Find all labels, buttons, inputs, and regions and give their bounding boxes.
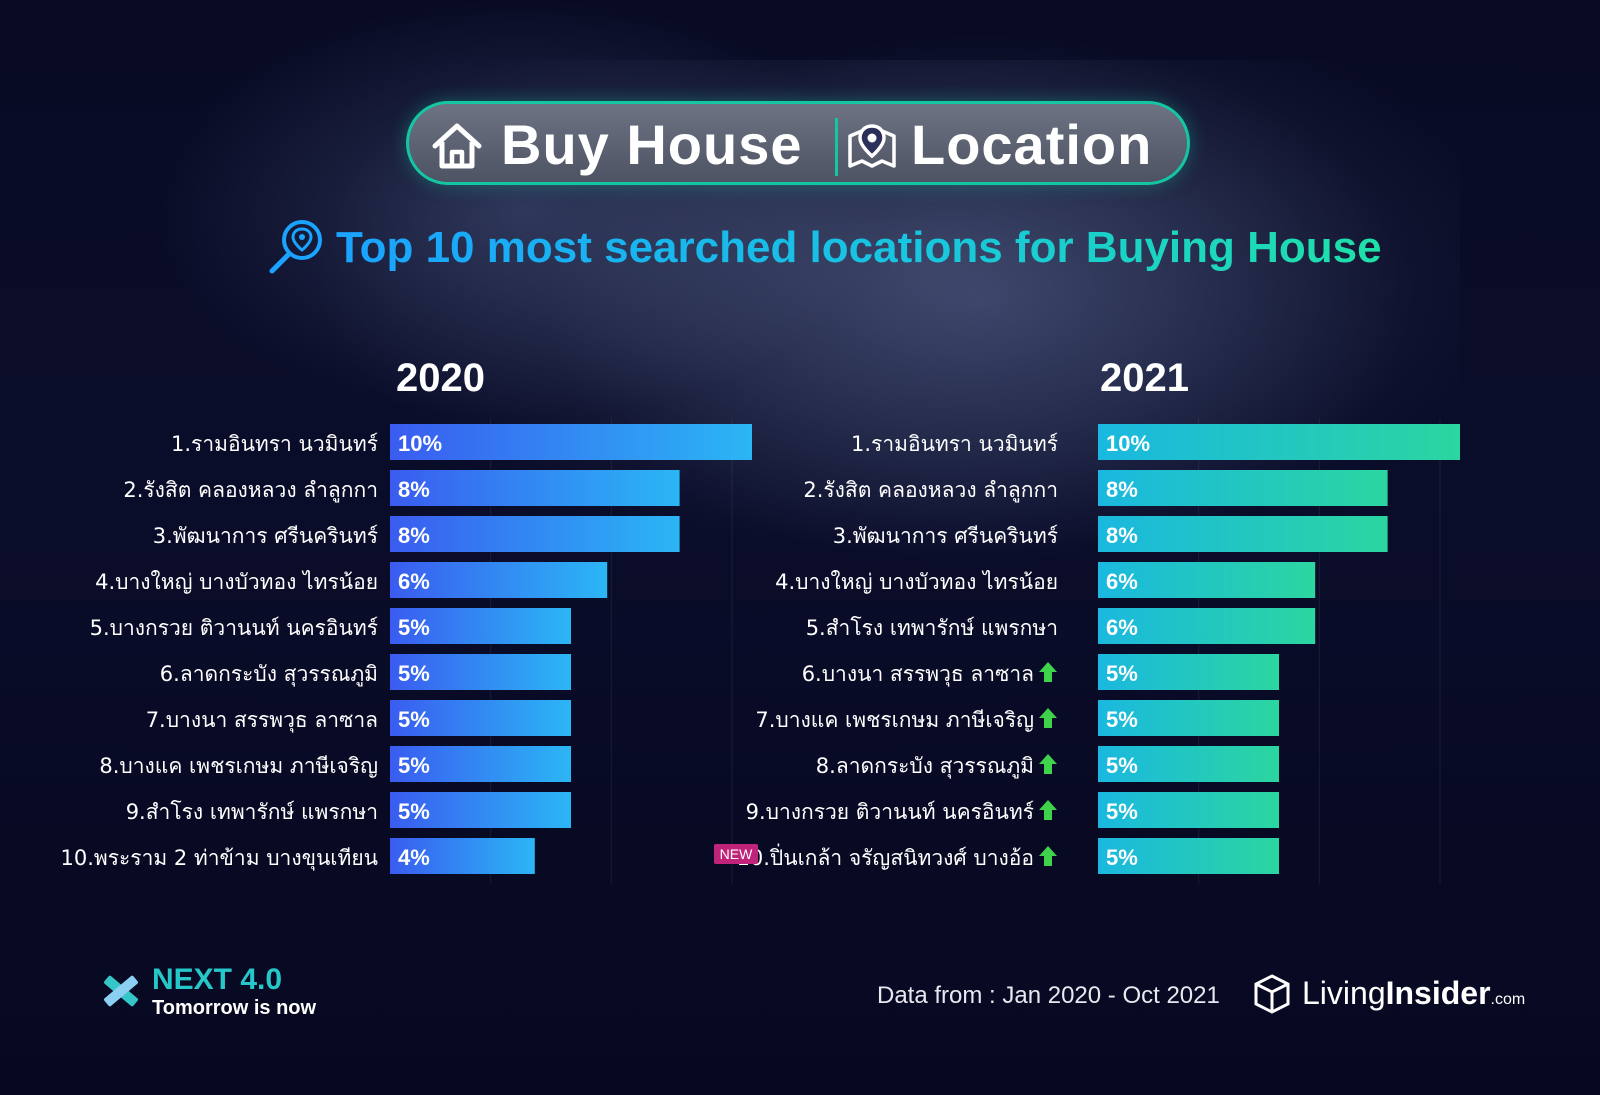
category-label: 2.รังสิต คลองหลวง ลำลูกกา	[803, 478, 1058, 503]
category-label: 7.บางนา สรรพวุธ ลาซาล	[146, 708, 378, 733]
rank-up-arrow-icon	[1039, 754, 1057, 774]
value-label: 5%	[1106, 753, 1138, 778]
year-2021-title: 2021	[1100, 356, 1189, 400]
category-label: 4.บางใหญ่ บางบัวทอง ไทรน้อย	[775, 570, 1058, 594]
bar-2021-5	[1098, 608, 1316, 644]
livinginsider-logo-icon	[1254, 974, 1290, 1014]
bar-2020-1	[390, 424, 752, 460]
category-label: 9.สำโรง เทพารักษ์ แพรกษา	[126, 800, 378, 824]
category-label: 10.พระราม 2 ท่าข้าม บางขุนเทียน	[61, 846, 379, 871]
value-label: 8%	[1106, 477, 1138, 502]
bar-2021-1	[1098, 424, 1460, 460]
bar-2021-6	[1098, 654, 1279, 690]
bar-2021-10	[1098, 838, 1279, 874]
bar-2020-4	[390, 562, 608, 598]
value-label: 8%	[398, 523, 430, 548]
bar-2021-4	[1098, 562, 1316, 598]
value-label: 5%	[1106, 707, 1138, 732]
bar-2020-10	[390, 838, 535, 874]
bar-2021-8	[1098, 746, 1279, 782]
value-label: 10%	[398, 431, 442, 456]
next-tagline: Tomorrow is now	[152, 997, 317, 1019]
value-label: 5%	[1106, 845, 1138, 870]
category-label: 1.รามอินทรา นวมินทร์	[171, 432, 378, 456]
category-label: 3.พัฒนาการ ศรีนครินทร์	[153, 524, 378, 548]
rank-up-arrow-icon	[1039, 800, 1057, 820]
search-location-icon	[269, 220, 322, 274]
value-label: 4%	[398, 845, 430, 870]
rank-up-arrow-icon	[1039, 662, 1057, 682]
bar-2020-5	[390, 608, 571, 644]
value-label: 5%	[398, 615, 430, 640]
dotcom-text: .com	[1490, 991, 1526, 1008]
category-label: 7.บางแค เพชรเกษม ภาษีเจริญ	[755, 708, 1034, 732]
bar-2021-2	[1098, 470, 1388, 506]
category-label: 6.ลาดกระบัง สุวรรณภูมิ	[160, 662, 378, 687]
header-right-label: Location	[911, 113, 1153, 176]
category-label: 6.บางนา สรรพวุธ ลาซาล	[802, 662, 1034, 687]
bar-2021-7	[1098, 700, 1279, 736]
category-label: 2.รังสิต คลองหลวง ลำลูกกา	[123, 478, 378, 503]
category-label: 8.บางแค เพชรเกษม ภาษีเจริญ	[99, 754, 378, 778]
header-pill: Buy House Location	[406, 101, 1190, 185]
data-source-note: Data from : Jan 2020 - Oct 2021	[877, 982, 1220, 1009]
house-icon	[432, 123, 482, 169]
next-logo-icon	[104, 975, 138, 1007]
livinginsider-brand: LivingInsider.com	[1302, 975, 1525, 1018]
map-pin-icon	[848, 124, 896, 168]
value-label: 5%	[398, 753, 430, 778]
value-label: 10%	[1106, 431, 1150, 456]
bar-2020-8	[390, 746, 571, 782]
value-label: 5%	[1106, 799, 1138, 824]
bar-2021-9	[1098, 792, 1279, 828]
value-label: 6%	[1106, 569, 1138, 594]
header-left-label: Buy House	[501, 113, 803, 176]
category-label: 5.บางกรวย ติวานนท์ นครอินทร์	[90, 616, 378, 640]
category-label: 1.รามอินทรา นวมินทร์	[851, 432, 1058, 456]
bar-2020-2	[390, 470, 680, 506]
next-brand: NEXT 4.0	[152, 963, 283, 996]
category-label: 5.สำโรง เทพารักษ์ แพรกษา	[806, 616, 1058, 640]
value-label: 8%	[398, 477, 430, 502]
value-label: 6%	[398, 569, 430, 594]
bar-2020-6	[390, 654, 571, 690]
value-label: 5%	[398, 707, 430, 732]
category-label: 9.บางกรวย ติวานนท์ นครอินทร์	[746, 800, 1034, 824]
rank-up-arrow-icon	[1039, 708, 1057, 728]
living-text: Living	[1302, 975, 1386, 1011]
value-label: 6%	[1106, 615, 1138, 640]
category-label: 8.ลาดกระบัง สุวรรณภูมิ	[816, 754, 1034, 779]
header-divider	[835, 118, 838, 176]
bar-2021-3	[1098, 516, 1388, 552]
value-label: 5%	[398, 799, 430, 824]
bar-2020-3	[390, 516, 680, 552]
insider-text: Insider	[1385, 975, 1491, 1011]
value-label: 8%	[1106, 523, 1138, 548]
bar-2020-7	[390, 700, 571, 736]
new-badge-label: NEW	[720, 846, 753, 862]
rank-up-arrow-icon	[1039, 846, 1057, 866]
year-2020-title: 2020	[396, 356, 485, 400]
category-label: 10.ปิ่นเกล้า จรัญสนิทวงศ์ บางอ้อ	[737, 843, 1034, 870]
chart-subtitle: Top 10 most searched locations for Buyin…	[336, 223, 1382, 272]
value-label: 5%	[398, 661, 430, 686]
value-label: 5%	[1106, 661, 1138, 686]
new-badge	[714, 844, 758, 864]
bar-2020-9	[390, 792, 571, 828]
category-label: 4.บางใหญ่ บางบัวทอง ไทรน้อย	[95, 570, 378, 594]
category-label: 3.พัฒนาการ ศรีนครินทร์	[833, 524, 1058, 548]
